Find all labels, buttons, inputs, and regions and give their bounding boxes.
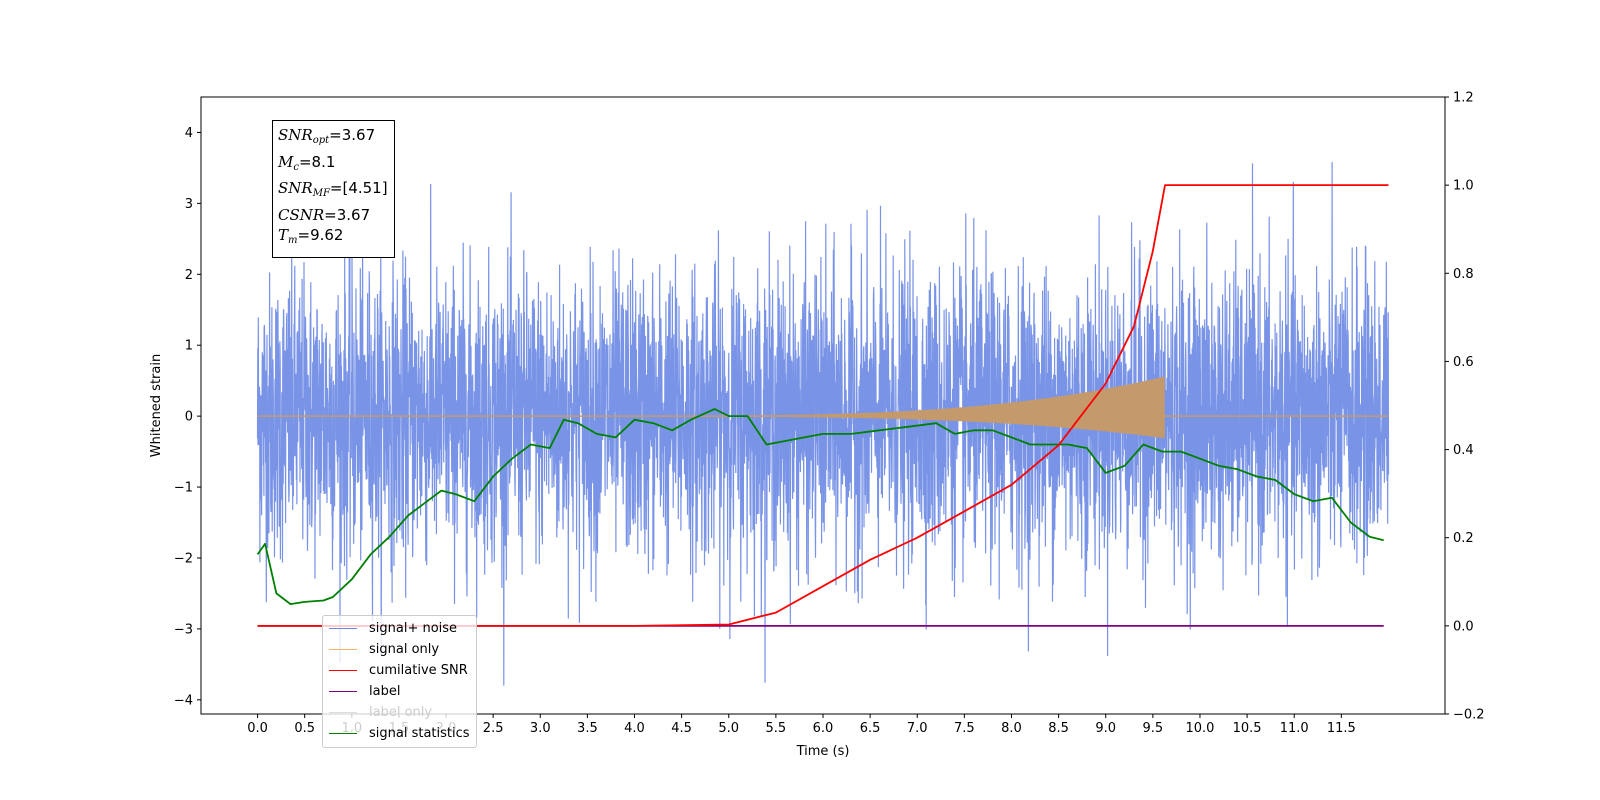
legend-swatch [329, 670, 357, 671]
cumulative-snr-line [257, 184, 1389, 627]
x-tick-label: 6.5 [860, 721, 881, 736]
y-axis-right: −0.2 0.0 0.2 0.4 0.6 0.8 1.0 1.2 [1445, 91, 1485, 723]
csnr-line: CSNR=3.67 [278, 205, 371, 224]
legend-label: signal only [369, 642, 440, 657]
snr-mf-line: SNRMF=[4.51] [278, 179, 388, 199]
x-tick-label: 11.0 [1280, 721, 1309, 736]
x-tick-label: 9.0 [1095, 721, 1116, 736]
legend-item-label-only: label only [329, 702, 470, 723]
x-tick-label: 10.0 [1185, 721, 1214, 736]
legend-item-signal-only: signal only [329, 639, 470, 660]
legend-swatch [329, 649, 357, 650]
y2-tick-label: 0.6 [1453, 355, 1474, 370]
legend-swatch [329, 628, 357, 629]
legend-swatch [329, 733, 357, 734]
signal-noise-line [256, 161, 1390, 686]
y2-tick-label: −0.2 [1453, 708, 1485, 723]
legend-item-cumulative-snr: cumilative SNR [329, 660, 470, 681]
x-tick-label: 11.5 [1327, 721, 1356, 736]
legend-label: label only [369, 705, 433, 720]
x-tick-label: 6.0 [813, 721, 834, 736]
csnr-value: 3.67 [336, 205, 371, 224]
y-tick-label: 3 [185, 197, 193, 212]
x-tick-label: 3.0 [530, 721, 551, 736]
y-tick-label: 2 [185, 268, 193, 283]
x-tick-label: 9.5 [1143, 721, 1164, 736]
x-tick-label: 5.0 [718, 721, 739, 736]
y2-tick-label: 1.2 [1453, 91, 1474, 106]
mc-value: 8.1 [311, 152, 336, 171]
stats-annotation-box: SNRopt=3.67 Mc=8.1 SNRMF=[4.51] CSNR=3.6… [272, 120, 395, 258]
x-tick-label: 2.5 [483, 721, 504, 736]
y2-tick-label: 0.8 [1453, 267, 1474, 282]
y2-tick-label: 1.0 [1453, 179, 1474, 194]
x-tick-label: 8.5 [1048, 721, 1069, 736]
legend-item-signal-statistics: signal statistics [329, 723, 470, 744]
x-tick-label: 3.5 [577, 721, 598, 736]
y2-tick-label: 0.0 [1453, 619, 1474, 634]
legend-label: signal statistics [369, 726, 470, 741]
x-tick-label: 4.0 [624, 721, 645, 736]
snr-opt-line: SNRopt=3.67 [278, 126, 376, 146]
x-tick-label: 0.5 [294, 721, 315, 736]
snr-mf-value: [4.51] [342, 179, 388, 197]
y2-tick-label: 0.4 [1453, 443, 1474, 458]
legend-item-label: label [329, 681, 470, 702]
tm-line: Tm=9.62 [278, 226, 344, 246]
x-tick-label: 0.0 [247, 721, 268, 736]
x-axis-label: Time (s) [796, 744, 850, 759]
legend: signal+ noise signal only cumilative SNR… [322, 615, 477, 748]
tm-value: 9.62 [310, 226, 344, 244]
y-tick-label: −1 [174, 481, 193, 496]
y-axis-label: Whitened strain [149, 354, 164, 457]
y-tick-label: 1 [185, 339, 193, 354]
y-axis-left: −4 −3 −2 −1 0 1 2 3 4 [174, 126, 201, 708]
x-tick-label: 8.0 [1001, 721, 1022, 736]
x-tick-label: 4.5 [671, 721, 692, 736]
x-tick-label: 7.0 [907, 721, 928, 736]
signal-statistics-line [256, 408, 1384, 605]
y2-tick-label: 0.2 [1453, 531, 1474, 546]
x-tick-label: 10.5 [1233, 721, 1262, 736]
signal-only-chirp [634, 376, 1165, 439]
legend-label: cumilative SNR [369, 663, 468, 678]
legend-label: label [369, 684, 401, 699]
y-tick-label: 0 [185, 410, 193, 425]
y-tick-label: −3 [174, 622, 193, 637]
plot-area [256, 161, 1390, 686]
y-tick-label: 4 [185, 126, 193, 141]
snr-opt-value: 3.67 [341, 126, 376, 144]
mc-line: Mc=8.1 [278, 152, 336, 173]
x-tick-label: 7.5 [954, 721, 975, 736]
x-tick-label: 5.5 [766, 721, 787, 736]
legend-swatch [329, 712, 357, 713]
legend-swatch [329, 691, 357, 692]
legend-item-signal-noise: signal+ noise [329, 618, 470, 639]
y-tick-label: −2 [174, 551, 193, 566]
y-tick-label: −4 [174, 693, 193, 708]
legend-label: signal+ noise [369, 621, 458, 636]
